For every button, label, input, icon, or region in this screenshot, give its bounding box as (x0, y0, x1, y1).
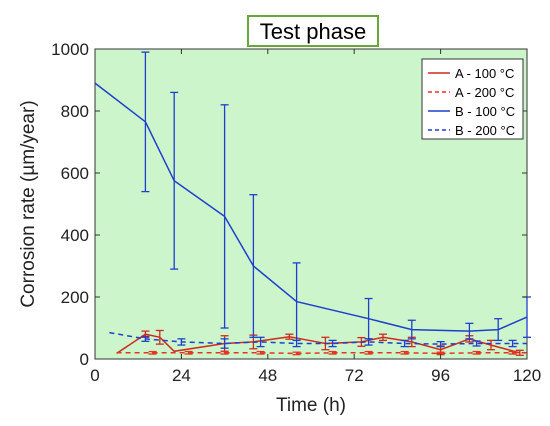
x-tick-label: 0 (90, 366, 99, 385)
error-bar (508, 339, 517, 348)
y-tick-label: 0 (80, 350, 89, 369)
error-bar (256, 336, 265, 348)
error-bar (364, 338, 373, 346)
y-tick-label: 600 (61, 164, 89, 183)
legend-item: B - 200 °C (428, 123, 515, 138)
x-tick-label: 96 (431, 366, 450, 385)
legend-label: A - 200 °C (455, 85, 514, 100)
y-tick-label: 1000 (51, 40, 89, 59)
legend-label: B - 200 °C (455, 123, 515, 138)
series-1 (116, 350, 527, 356)
x-tick-label: 120 (513, 366, 541, 385)
error-bar (472, 340, 481, 347)
series-line (94, 82, 528, 332)
legend-label: B - 100 °C (455, 104, 515, 119)
y-tick-label: 800 (61, 102, 89, 121)
error-bar (292, 339, 301, 348)
error-bar (220, 338, 229, 349)
x-tick-label: 72 (345, 366, 364, 385)
chart-title: Test phase (260, 19, 366, 44)
y-tick-label: 400 (61, 226, 89, 245)
y-axis-label: Corrosion rate (µm/year) (18, 100, 39, 307)
legend-item: A - 100 °C (428, 66, 514, 81)
legend: A - 100 °C A - 200 °C B - 100 °C B - 200 °C (421, 58, 524, 140)
x-tick-label: 48 (258, 366, 277, 385)
error-bar (328, 339, 337, 348)
series-line (109, 331, 527, 345)
series-2 (94, 51, 531, 342)
series-line (116, 352, 527, 355)
x-tick-label: 24 (172, 366, 191, 385)
x-axis-label: Time (h) (276, 395, 346, 416)
chart-title-box (247, 15, 379, 47)
chart-marks (94, 51, 531, 356)
legend-item: A - 200 °C (428, 85, 514, 100)
error-bar (400, 339, 409, 348)
legend-label: A - 100 °C (455, 66, 514, 81)
legend-item: B - 100 °C (428, 104, 515, 119)
series-3 (109, 331, 527, 349)
axis-ticks: 0 24 48 72 96 120 0 200 400 600 800 1000 (51, 40, 541, 385)
y-tick-label: 200 (61, 288, 89, 307)
error-bar (436, 340, 445, 348)
